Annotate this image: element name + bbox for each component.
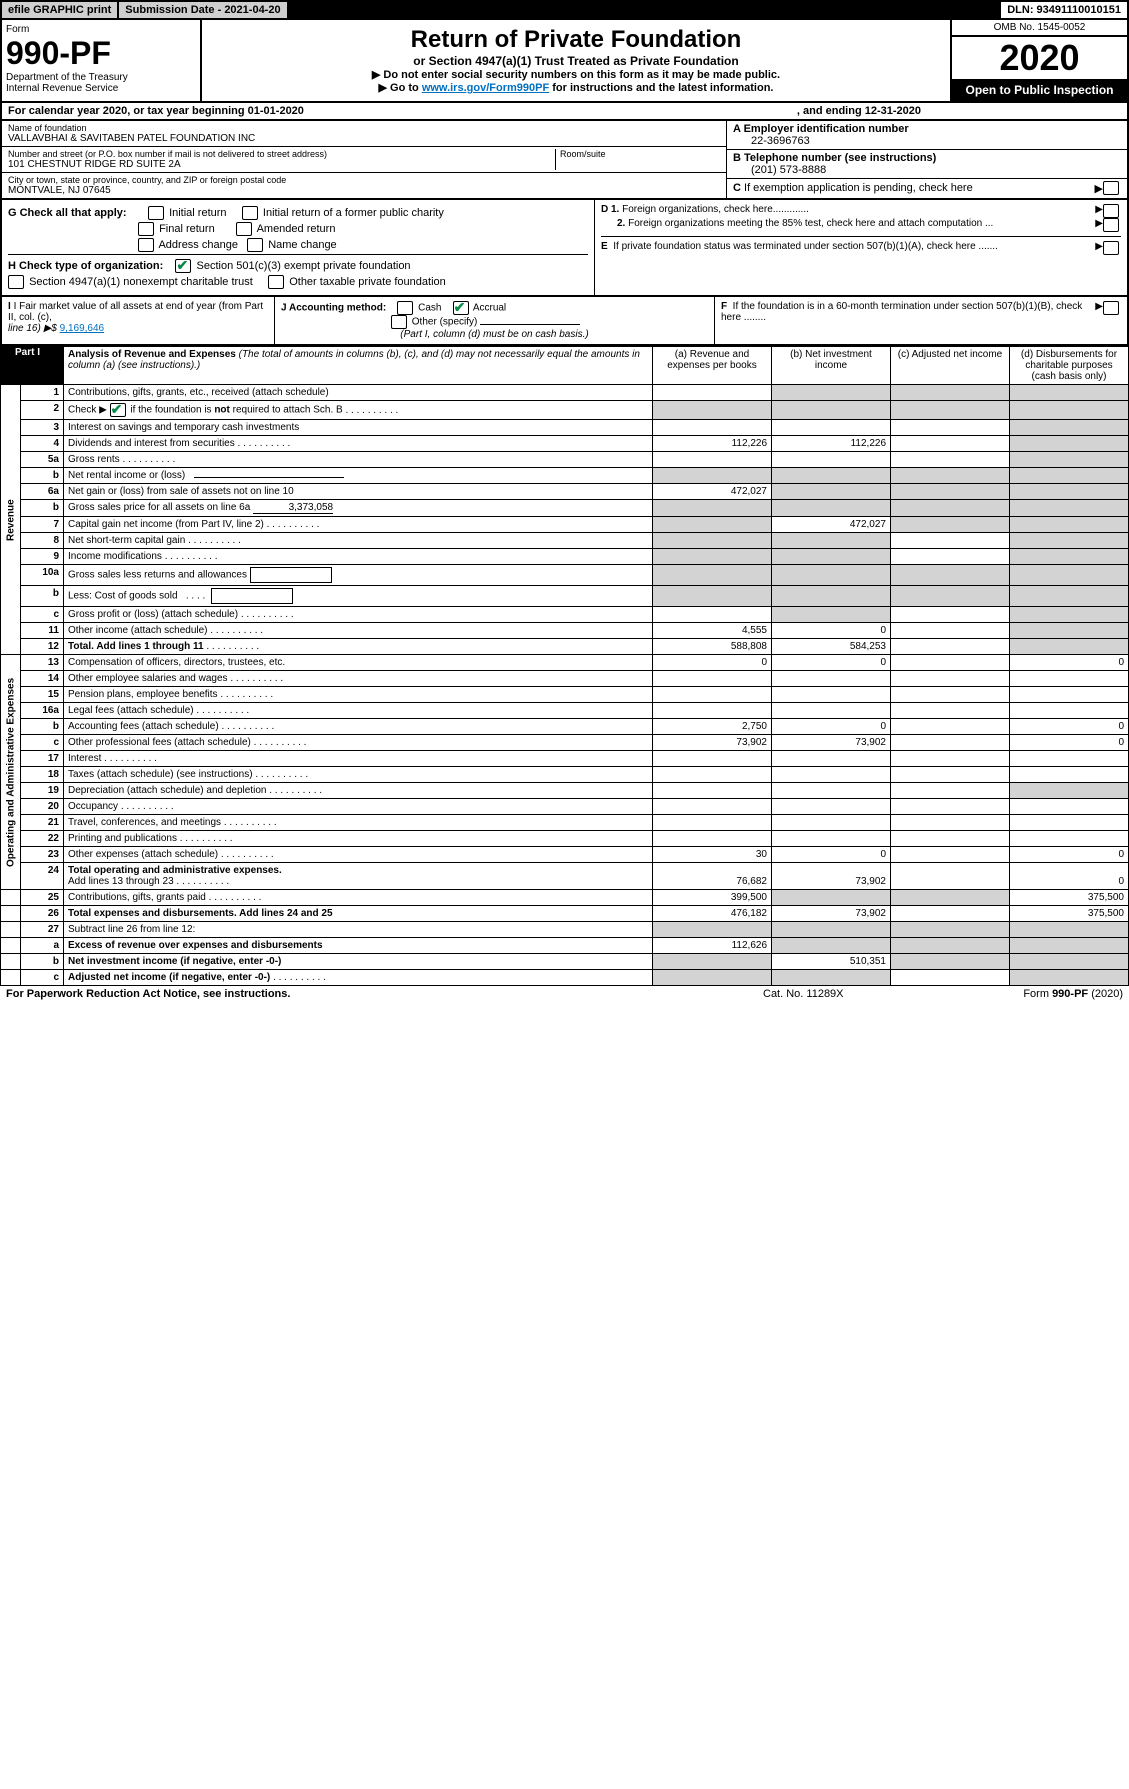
final-return-checkbox[interactable] [138, 222, 154, 236]
cat-no: Cat. No. 11289X [763, 988, 963, 1000]
addr-label: Number and street (or P.O. box number if… [8, 149, 555, 159]
info-block: Name of foundation VALLAVBHAI & SAVITABE… [0, 121, 1129, 200]
calendar-end: , and ending 12-31-2020 [797, 105, 1121, 117]
form-ref: Form 990-PF (2020) [963, 988, 1123, 1000]
a-label: A Employer identification number [733, 123, 909, 135]
calendar-year-row: For calendar year 2020, or tax year begi… [0, 103, 1129, 121]
col-a: (a) Revenue and expenses per books [653, 347, 772, 385]
accrual-checkbox[interactable] [453, 301, 469, 315]
dept-label: Department of the Treasury [6, 72, 196, 83]
g-label: G Check all that apply: [8, 207, 127, 219]
calendar-begin: For calendar year 2020, or tax year begi… [8, 105, 797, 117]
notice-1: ▶ Do not enter social security numbers o… [208, 68, 944, 81]
col-d: (d) Disbursements for charitable purpose… [1010, 347, 1129, 385]
spacer [289, 2, 1002, 18]
schb-checkbox[interactable] [110, 403, 126, 417]
h-label: H Check type of organization: [8, 260, 163, 272]
c-label: If exemption application is pending, che… [744, 182, 973, 194]
irs-link[interactable]: www.irs.gov/Form990PF [422, 82, 549, 94]
d2-label: Foreign organizations meeting the 85% te… [628, 218, 993, 229]
j-label: J Accounting method: [281, 303, 386, 314]
irs-label: Internal Revenue Service [6, 83, 196, 94]
col-b: (b) Net investment income [772, 347, 891, 385]
e-label: If private foundation status was termina… [613, 241, 998, 252]
e-checkbox[interactable] [1103, 241, 1119, 255]
other-specify-checkbox[interactable] [391, 315, 407, 329]
expenses-label: Operating and Administrative Expenses [1, 655, 21, 890]
phone: (201) 573-8888 [733, 164, 1121, 176]
form-label: Form [6, 24, 196, 35]
tax-year: 2020 [952, 37, 1127, 79]
d2-checkbox[interactable] [1103, 218, 1119, 232]
col-c: (c) Adjusted net income [891, 347, 1010, 385]
b-label: B Telephone number (see instructions) [733, 152, 936, 164]
open-public: Open to Public Inspection [952, 79, 1127, 101]
address: 101 CHESTNUT RIDGE RD SUITE 2A [8, 159, 555, 170]
amended-return-checkbox[interactable] [236, 222, 252, 236]
part1-table: Part I Analysis of Revenue and Expenses … [0, 346, 1129, 986]
revenue-label: Revenue [1, 385, 21, 655]
other-taxable-checkbox[interactable] [268, 275, 284, 289]
dln-label: DLN: 93491110010151 [1001, 2, 1127, 18]
city-label: City or town, state or province, country… [8, 175, 720, 185]
footer: For Paperwork Reduction Act Notice, see … [0, 986, 1129, 1002]
ein: 22-3696763 [733, 135, 1121, 147]
form-subtitle: or Section 4947(a)(1) Trust Treated as P… [208, 54, 944, 68]
part1-tab: Part I [1, 343, 54, 362]
name-change-checkbox[interactable] [247, 238, 263, 252]
omb-number: OMB No. 1545-0052 [952, 20, 1127, 37]
submission-date: Submission Date - 2021-04-20 [119, 2, 288, 18]
paperwork-notice: For Paperwork Reduction Act Notice, see … [6, 988, 763, 1000]
sec4947-checkbox[interactable] [8, 275, 24, 289]
c-checkbox[interactable] [1103, 181, 1119, 195]
fmv-value[interactable]: 9,169,646 [60, 323, 105, 334]
f-checkbox[interactable] [1103, 301, 1119, 315]
d1-checkbox[interactable] [1103, 204, 1119, 218]
sec501-checkbox[interactable] [175, 259, 191, 273]
section-g: G Check all that apply: Initial return I… [0, 200, 1129, 297]
f-label: If the foundation is in a 60-month termi… [721, 301, 1082, 323]
city: MONTVALE, NJ 07645 [8, 185, 720, 196]
foundation-name: VALLAVBHAI & SAVITABEN PATEL FOUNDATION … [8, 133, 720, 144]
room-label: Room/suite [560, 149, 720, 159]
form-number: 990-PF [6, 35, 196, 72]
efile-label: efile GRAPHIC print [2, 2, 119, 18]
form-header: Form 990-PF Department of the Treasury I… [0, 20, 1129, 103]
notice-2: ▶ Go to www.irs.gov/Form990PF for instru… [208, 81, 944, 94]
d1-label: Foreign organizations, check here.......… [622, 204, 809, 215]
j-note: (Part I, column (d) must be on cash basi… [400, 329, 588, 340]
section-ij: I I Fair market value of all assets at e… [0, 297, 1129, 346]
cash-checkbox[interactable] [397, 301, 413, 315]
name-label: Name of foundation [8, 123, 720, 133]
initial-return-checkbox[interactable] [148, 206, 164, 220]
form-title: Return of Private Foundation [208, 26, 944, 54]
top-bar: efile GRAPHIC print Submission Date - 20… [0, 0, 1129, 20]
i-label: I Fair market value of all assets at end… [8, 301, 263, 323]
initial-former-checkbox[interactable] [242, 206, 258, 220]
address-change-checkbox[interactable] [138, 238, 154, 252]
